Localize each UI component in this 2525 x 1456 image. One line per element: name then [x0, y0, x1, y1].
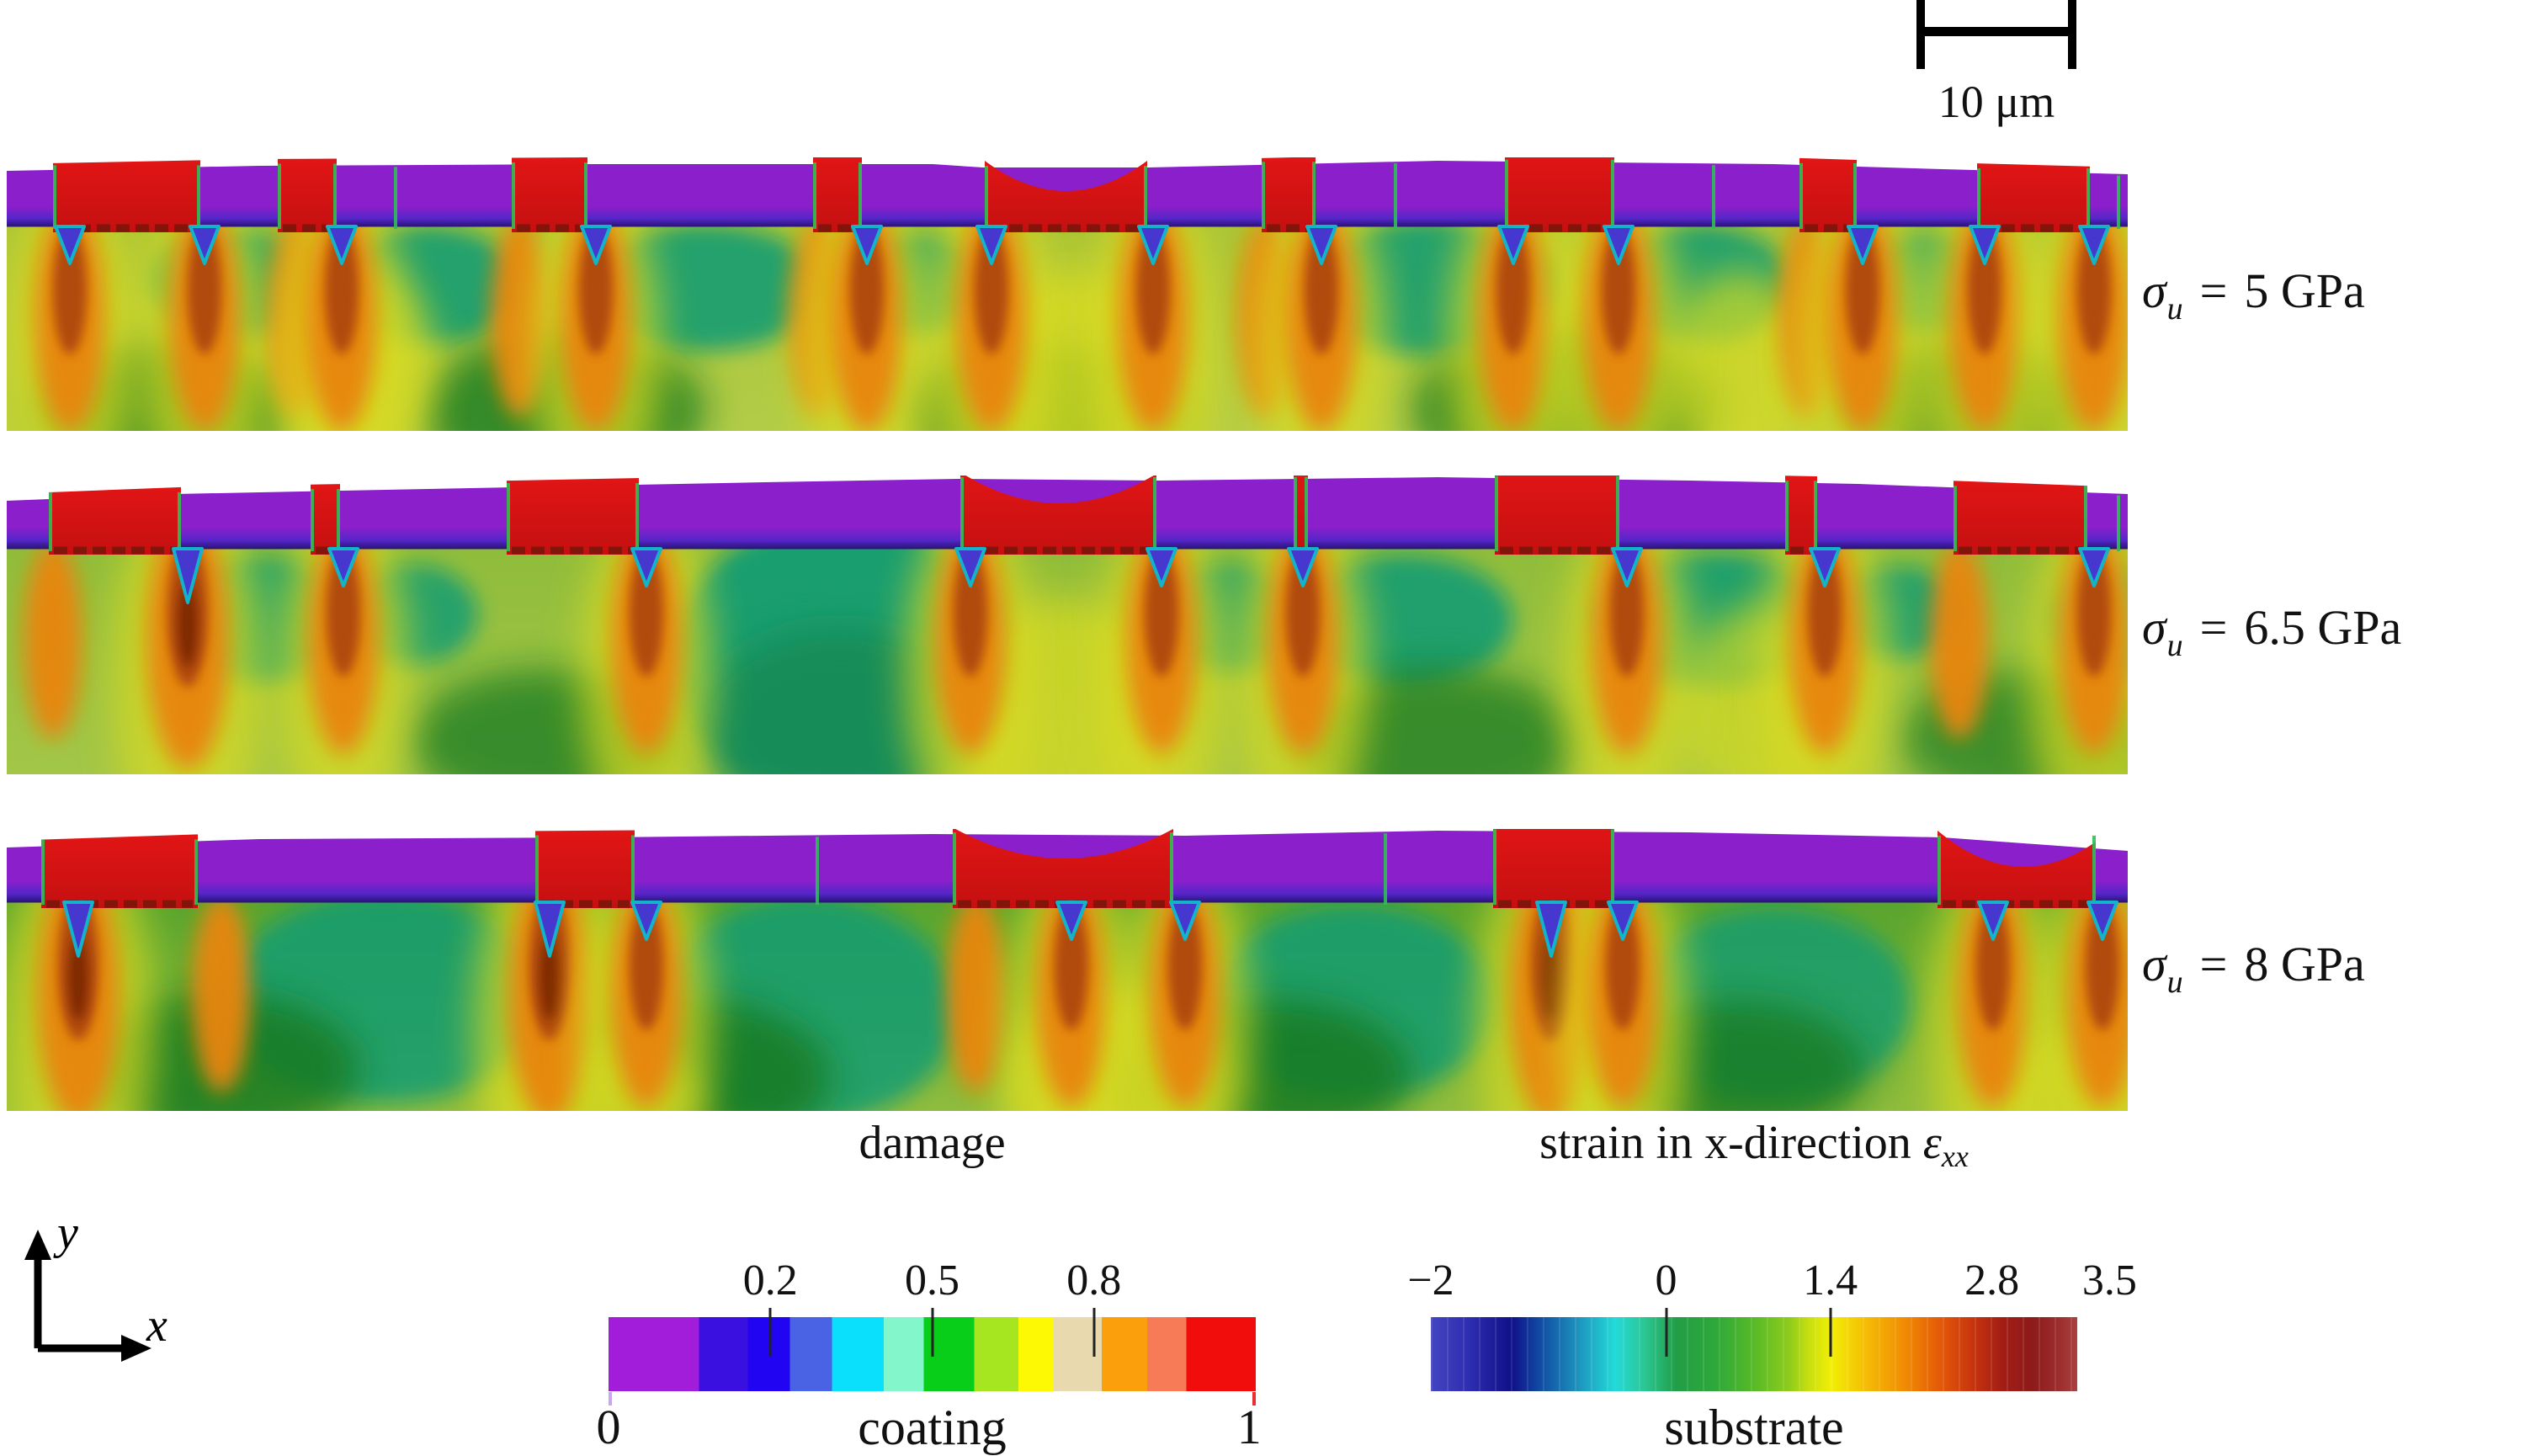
simulation-panel-5gpa: [7, 157, 2128, 431]
damage-end-mark: [609, 1392, 613, 1406]
strain-tick-labels: −2 0 1.4 2.8 3.5: [1407, 1256, 2137, 1306]
panel-label-6p5gpa: σu = 6.5 GPa: [2142, 599, 2401, 664]
strain-bottom-labels: substrate: [1431, 1399, 2077, 1456]
damage-tick-label: 0.2: [742, 1257, 798, 1305]
damage-tick-label: 0.5: [905, 1257, 960, 1305]
field-svg-6p5gpa: [7, 476, 2128, 774]
sigma-symbol: σ: [2142, 600, 2166, 655]
panel-label-5gpa: σu = 5 GPa: [2142, 263, 2365, 327]
strain-title-text: strain in x-direction: [1539, 1117, 1911, 1169]
coating-label: coating: [858, 1400, 1007, 1455]
damage-tick-labels: 0.2 0.5 0.8: [609, 1256, 1256, 1306]
y-axis-label: y: [53, 1207, 78, 1259]
damage-end-label-0: 0: [596, 1400, 621, 1454]
equals-sign: =: [2199, 263, 2228, 318]
damage-tick-line: [931, 1308, 933, 1357]
strain-tick-lines: [1431, 1308, 2077, 1358]
substrate-label: substrate: [1664, 1400, 1844, 1455]
damage-bottom-labels: coating 0 1: [597, 1392, 1262, 1456]
damage-colorbar-title: damage: [858, 1117, 1006, 1169]
sigma-subscript: u: [2166, 291, 2183, 327]
strain-tick-line: [1829, 1308, 1832, 1357]
sigma-symbol: σ: [2142, 263, 2166, 318]
damage-end-mark: [1252, 1392, 1256, 1406]
strain-tick-label: 1.4: [1803, 1257, 1858, 1305]
strain-tick-label: 0: [1655, 1257, 1677, 1305]
strain-colorbar: [1431, 1317, 2077, 1391]
equals-sign: =: [2199, 937, 2228, 991]
equals-sign: =: [2199, 600, 2228, 655]
y-axis-arrowhead: [24, 1230, 51, 1260]
strain-tick-label: 3.5: [2081, 1257, 2137, 1305]
stress-value: 6.5 GPa: [2244, 600, 2402, 655]
scale-bar-label: 10 μm: [1938, 77, 2055, 127]
sigma-symbol: σ: [2142, 937, 2166, 991]
strain-colorbar-title: strain in x-direction εxx: [1431, 1116, 2077, 1174]
epsilon-symbol: ε: [1922, 1117, 1942, 1169]
damage-end-label-1: 1: [1236, 1400, 1262, 1454]
strain-colorbar-banding: [1431, 1317, 2077, 1391]
x-axis-arrowhead: [121, 1335, 152, 1362]
scale-bar-line: [1916, 27, 2076, 36]
field-svg-8gpa: [7, 829, 2128, 1111]
stress-value: 5 GPa: [2244, 263, 2365, 318]
epsilon-subscript: xx: [1941, 1140, 1969, 1173]
damage-tick-line: [1092, 1308, 1096, 1357]
x-axis-label: x: [146, 1299, 167, 1352]
sigma-subscript: u: [2166, 964, 2183, 1000]
sigma-subscript: u: [2166, 628, 2183, 663]
panel-label-8gpa: σu = 8 GPa: [2142, 936, 2365, 1001]
damage-tick-line: [768, 1308, 772, 1357]
strain-tick-label: −2: [1407, 1257, 1454, 1305]
strain-tick-line: [1665, 1308, 1668, 1357]
damage-tick-label: 0.8: [1066, 1257, 1122, 1305]
simulation-panel-6p5gpa: [7, 476, 2128, 774]
field-svg-5gpa: [7, 157, 2128, 431]
strain-tick-label: 2.8: [1964, 1257, 2020, 1305]
damage-tick-lines: [609, 1308, 1256, 1358]
stress-value: 8 GPa: [2244, 937, 2365, 991]
simulation-panel-8gpa: [7, 829, 2128, 1111]
coordinate-axes: y x: [24, 1207, 167, 1362]
